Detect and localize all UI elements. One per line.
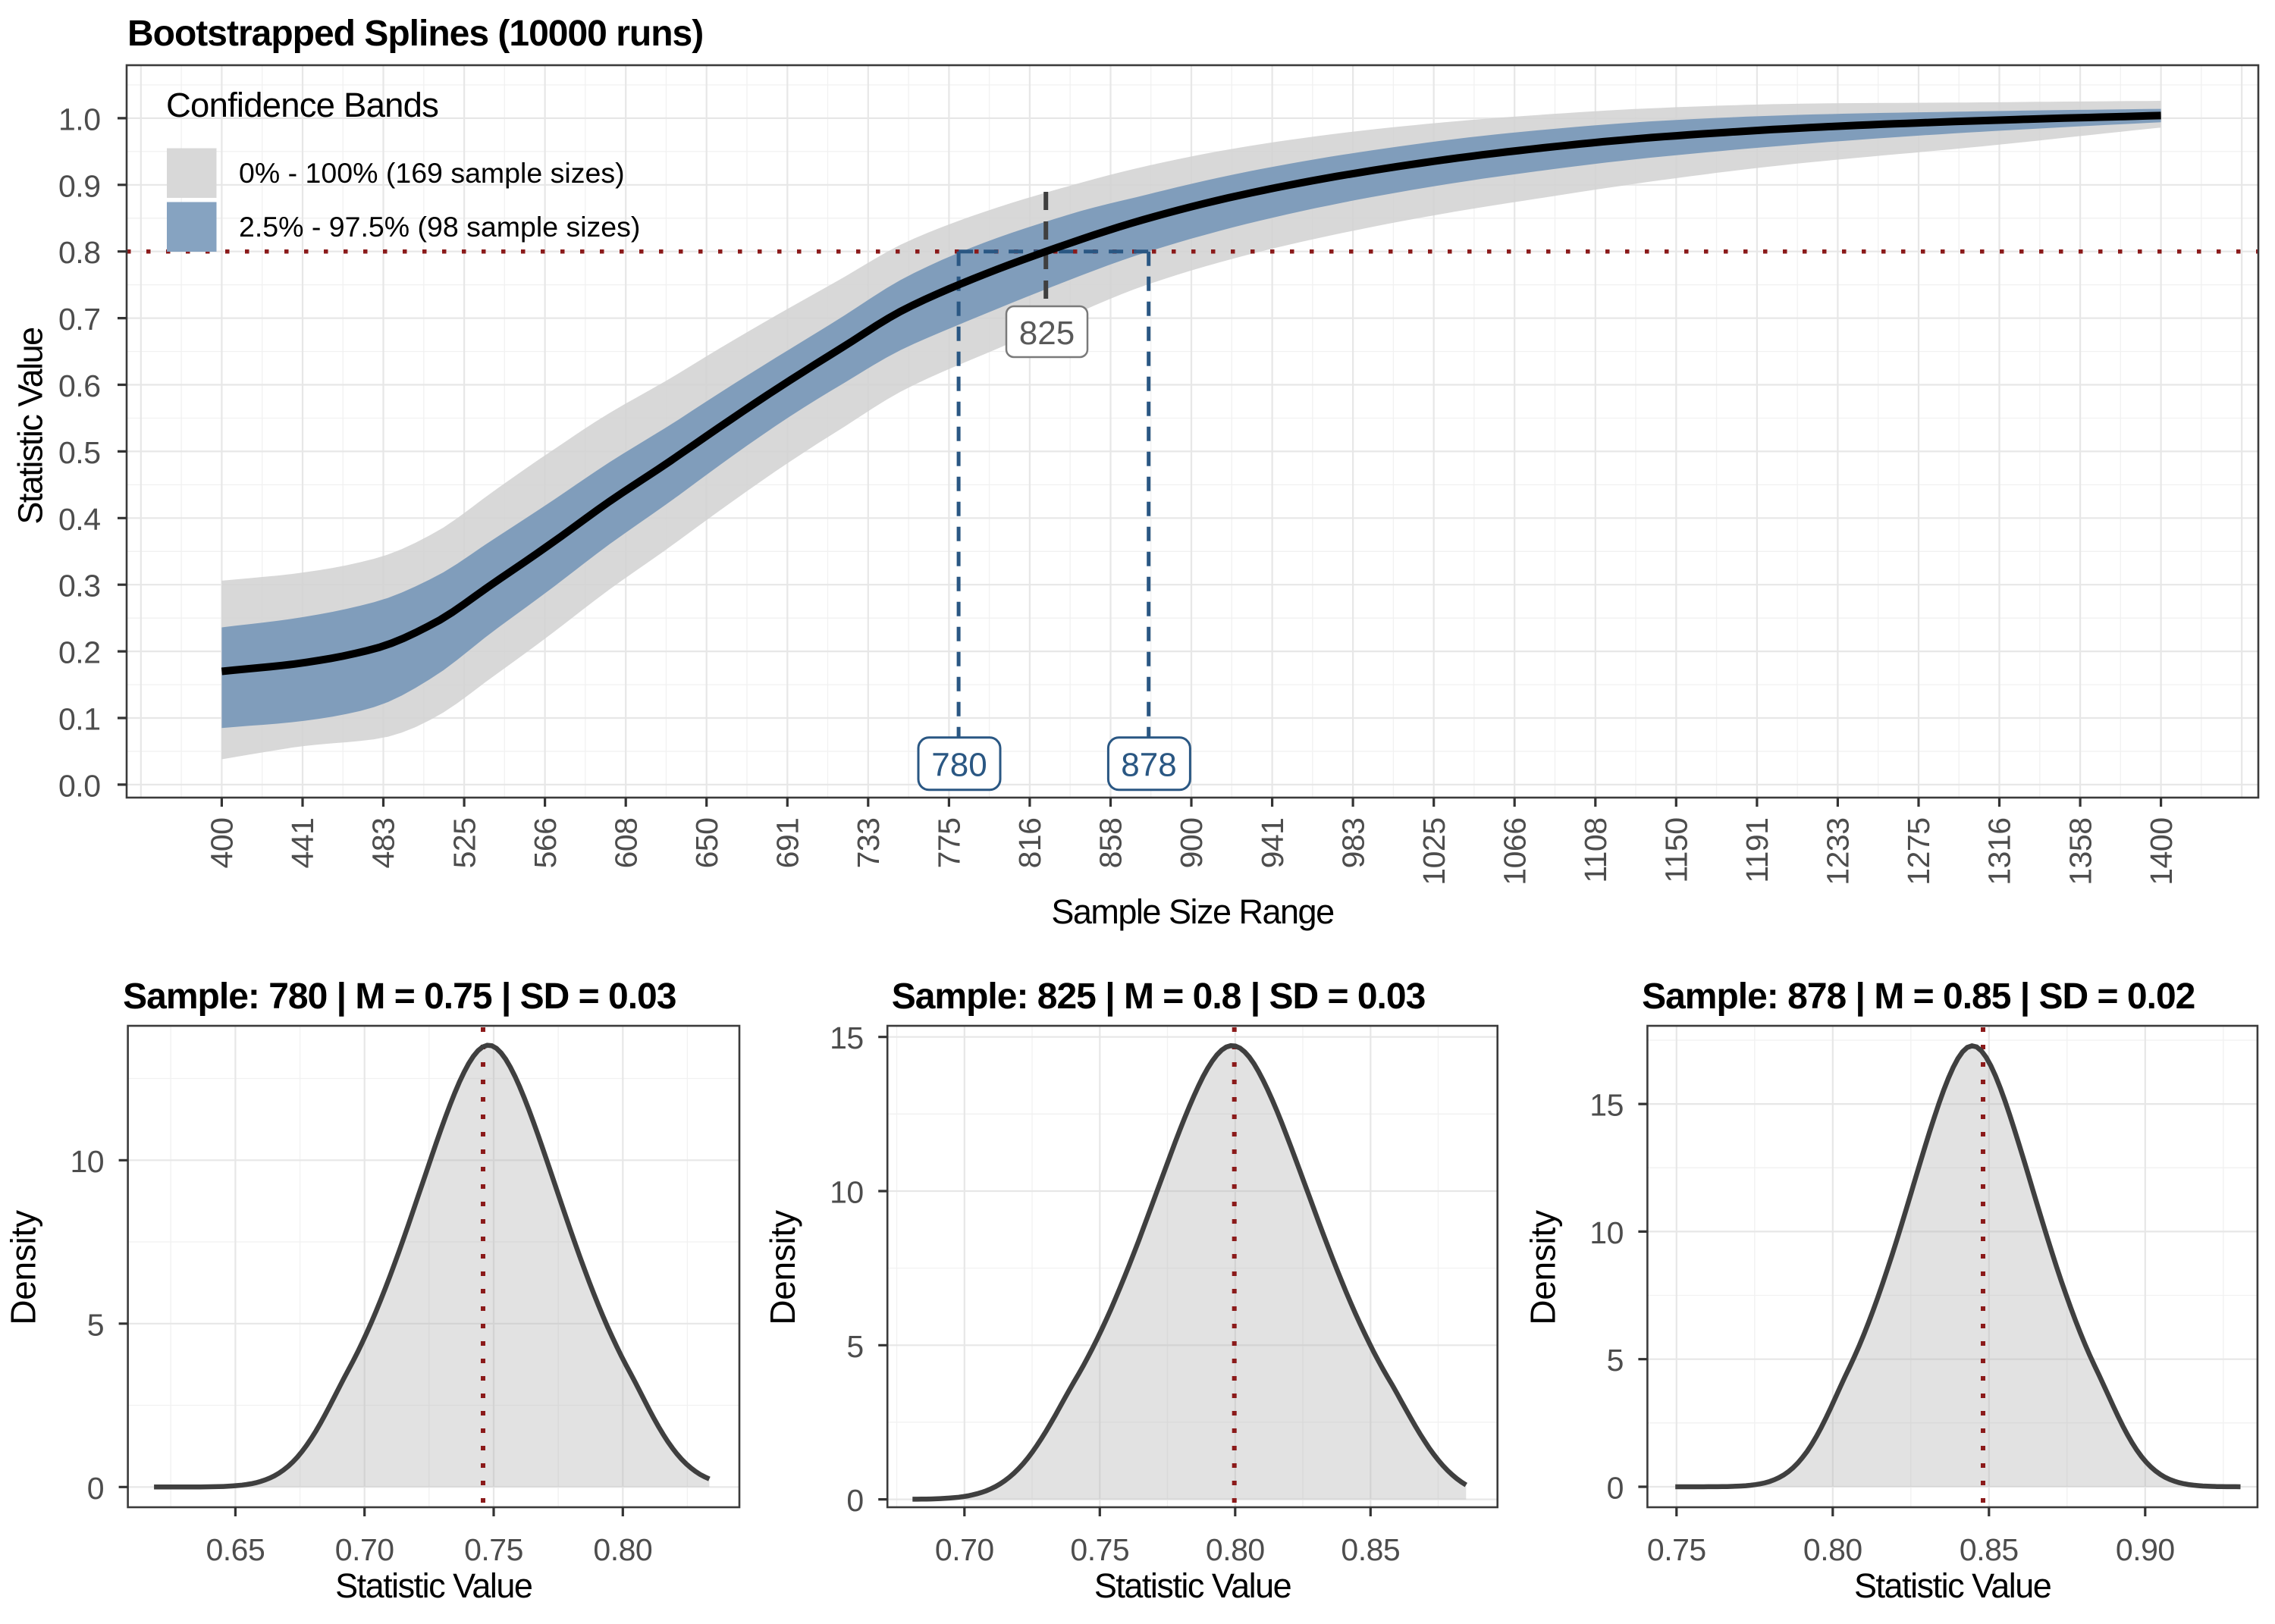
svg-text:1.0: 1.0 <box>58 102 101 136</box>
svg-text:691: 691 <box>770 818 805 869</box>
svg-text:0.85: 0.85 <box>1960 1532 2019 1567</box>
svg-text:0.2: 0.2 <box>58 635 101 670</box>
svg-text:0.70: 0.70 <box>935 1532 994 1567</box>
svg-text:1108: 1108 <box>1578 818 1613 883</box>
svg-text:5: 5 <box>1607 1343 1624 1378</box>
svg-text:0.85: 0.85 <box>1341 1532 1400 1567</box>
svg-text:0.75: 0.75 <box>464 1532 523 1567</box>
svg-text:525: 525 <box>447 818 482 869</box>
svg-text:0.7: 0.7 <box>58 302 101 337</box>
svg-text:0.3: 0.3 <box>58 569 101 604</box>
svg-text:0: 0 <box>1607 1471 1624 1506</box>
svg-text:0.80: 0.80 <box>593 1532 652 1567</box>
svg-text:941: 941 <box>1255 818 1290 869</box>
svg-text:Confidence Bands: Confidence Bands <box>166 86 438 124</box>
svg-text:775: 775 <box>932 818 967 869</box>
svg-text:0.75: 0.75 <box>1647 1532 1706 1567</box>
svg-text:650: 650 <box>689 818 724 869</box>
svg-text:733: 733 <box>851 818 886 869</box>
svg-text:Bootstrapped Splines (10000 ru: Bootstrapped Splines (10000 runs) <box>127 14 703 54</box>
svg-text:983: 983 <box>1335 818 1370 869</box>
svg-text:441: 441 <box>285 818 320 869</box>
svg-text:1358: 1358 <box>2063 818 2098 886</box>
svg-text:0% - 100% (169 sample sizes): 0% - 100% (169 sample sizes) <box>239 157 625 189</box>
svg-text:2.5% - 97.5% (98 sample sizes): 2.5% - 97.5% (98 sample sizes) <box>239 211 640 243</box>
svg-text:0.80: 0.80 <box>1803 1532 1862 1567</box>
svg-text:0.8: 0.8 <box>58 235 101 270</box>
svg-text:483: 483 <box>366 818 401 869</box>
svg-text:Sample: 825 | M = 0.8 | SD = 0: Sample: 825 | M = 0.8 | SD = 0.03 <box>892 977 1426 1017</box>
svg-text:Sample: 878 | M = 0.85 | SD =: Sample: 878 | M = 0.85 | SD = 0.02 <box>1642 977 2195 1017</box>
svg-text:1150: 1150 <box>1659 818 1694 883</box>
svg-text:Statistic Value: Statistic Value <box>335 1566 532 1605</box>
svg-text:0.1: 0.1 <box>58 702 101 737</box>
svg-text:0: 0 <box>87 1471 104 1506</box>
svg-text:1275: 1275 <box>1901 818 1936 886</box>
svg-text:Density: Density <box>1523 1210 1562 1325</box>
svg-text:0.6: 0.6 <box>58 368 101 403</box>
svg-text:1316: 1316 <box>1982 818 2017 886</box>
svg-text:0.75: 0.75 <box>1070 1532 1129 1567</box>
svg-text:1025: 1025 <box>1417 818 1451 886</box>
svg-text:400: 400 <box>205 818 240 869</box>
svg-text:1066: 1066 <box>1497 818 1532 886</box>
svg-text:608: 608 <box>608 818 643 869</box>
svg-text:Density: Density <box>4 1210 43 1325</box>
svg-text:0.70: 0.70 <box>335 1532 394 1567</box>
svg-text:15: 15 <box>1589 1088 1624 1123</box>
svg-text:0.65: 0.65 <box>206 1532 265 1567</box>
svg-text:Density: Density <box>763 1210 802 1325</box>
svg-text:0.0: 0.0 <box>58 768 101 803</box>
svg-text:1233: 1233 <box>1821 818 1856 886</box>
svg-text:Sample: 780 | M = 0.75 | SD =: Sample: 780 | M = 0.75 | SD = 0.03 <box>123 977 676 1017</box>
svg-text:Sample Size Range: Sample Size Range <box>1051 892 1334 931</box>
svg-text:825: 825 <box>1019 315 1075 352</box>
svg-text:780: 780 <box>931 747 987 784</box>
svg-text:0: 0 <box>846 1483 863 1518</box>
svg-text:10: 10 <box>1589 1215 1624 1250</box>
svg-text:858: 858 <box>1094 818 1128 869</box>
svg-text:1191: 1191 <box>1740 818 1774 883</box>
svg-text:Statistic Value: Statistic Value <box>1854 1566 2051 1605</box>
svg-text:900: 900 <box>1174 818 1209 869</box>
svg-text:10: 10 <box>830 1175 864 1210</box>
svg-text:15: 15 <box>830 1020 864 1055</box>
svg-text:566: 566 <box>528 818 563 869</box>
svg-text:0.9: 0.9 <box>58 168 101 203</box>
svg-text:1400: 1400 <box>2144 818 2179 886</box>
svg-text:5: 5 <box>846 1329 863 1364</box>
svg-text:10: 10 <box>70 1144 104 1179</box>
svg-text:Statistic Value: Statistic Value <box>1094 1566 1291 1605</box>
svg-text:0.5: 0.5 <box>58 435 101 470</box>
svg-text:0.80: 0.80 <box>1206 1532 1265 1567</box>
svg-text:878: 878 <box>1121 747 1176 784</box>
svg-text:5: 5 <box>87 1307 104 1342</box>
svg-text:Statistic Value: Statistic Value <box>11 328 50 525</box>
svg-text:0.90: 0.90 <box>2116 1532 2175 1567</box>
svg-text:816: 816 <box>1012 818 1047 869</box>
svg-text:0.4: 0.4 <box>58 502 101 537</box>
